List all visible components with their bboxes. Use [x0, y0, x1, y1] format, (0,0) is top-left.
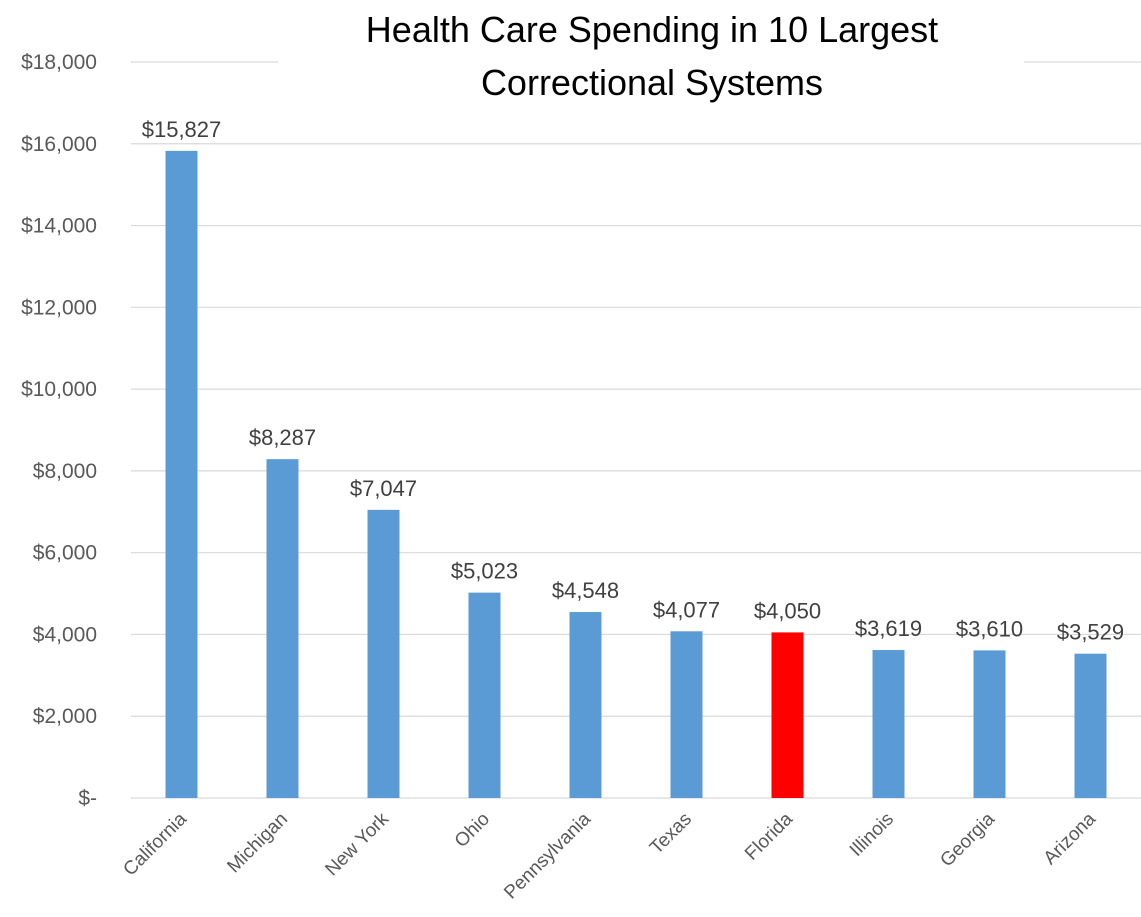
y-tick-label: $- — [78, 787, 97, 810]
data-label: $3,529 — [1057, 620, 1124, 645]
data-label: $3,619 — [855, 616, 922, 641]
y-tick-label: $16,000 — [21, 133, 97, 156]
x-tick-label: Georgia — [936, 808, 999, 871]
y-tick-label: $6,000 — [33, 542, 97, 565]
data-label: $7,047 — [350, 476, 417, 501]
bar-new-york — [367, 509, 400, 798]
y-tick-label: $18,000 — [21, 51, 97, 74]
data-label: $4,050 — [754, 598, 821, 623]
data-label: $4,077 — [653, 597, 720, 622]
bar-illinois — [872, 650, 905, 798]
data-label: $8,287 — [249, 425, 316, 450]
x-tick-label: Ohio — [451, 809, 494, 852]
bar-georgia — [973, 650, 1006, 798]
y-tick-label: $4,000 — [33, 623, 97, 646]
x-tick-label: New York — [321, 808, 393, 880]
bar-california — [165, 150, 198, 798]
x-tick-label: California — [119, 808, 191, 880]
y-tick-label: $12,000 — [21, 296, 97, 319]
bar-michigan — [266, 459, 299, 798]
data-label: $4,548 — [552, 578, 619, 603]
bar-ohio — [468, 592, 501, 798]
bar-arizona — [1074, 653, 1107, 798]
x-tick-label: Pennsylvania — [500, 808, 595, 903]
x-tick-label: Texas — [646, 809, 696, 859]
y-axis-tick-labels: $- $2,000 $4,000 $6,000 $8,000 $10,000 $12,000… — [21, 51, 97, 810]
x-tick-label: Illinois — [846, 809, 898, 861]
y-tick-label: $10,000 — [21, 378, 97, 401]
y-tick-label: $2,000 — [33, 705, 97, 728]
chart-title-line-1: Health Care Spending in 10 Largest — [366, 9, 938, 50]
data-label: $3,610 — [956, 616, 1023, 641]
bar-florida — [771, 632, 804, 798]
data-labels: $15,827 $8,287 $7,047 $5,023 $4,548 $4,077 $4,… — [142, 117, 1124, 645]
bar-texas — [670, 631, 703, 798]
y-tick-label: $14,000 — [21, 215, 97, 238]
bars — [165, 150, 1107, 798]
x-tick-label: Arizona — [1040, 808, 1101, 869]
x-tick-label: Michigan — [223, 809, 292, 878]
data-label: $15,827 — [142, 117, 222, 142]
data-label: $5,023 — [451, 559, 518, 584]
gridlines — [131, 61, 1141, 799]
bar-pennsylvania — [569, 612, 602, 798]
x-axis-tick-labels: California Michigan New York Ohio Pennsylvan… — [119, 808, 1100, 903]
y-tick-label: $8,000 — [33, 460, 97, 483]
x-tick-label: Florida — [741, 808, 797, 864]
chart-title-line-2: Correctional Systems — [481, 62, 823, 103]
